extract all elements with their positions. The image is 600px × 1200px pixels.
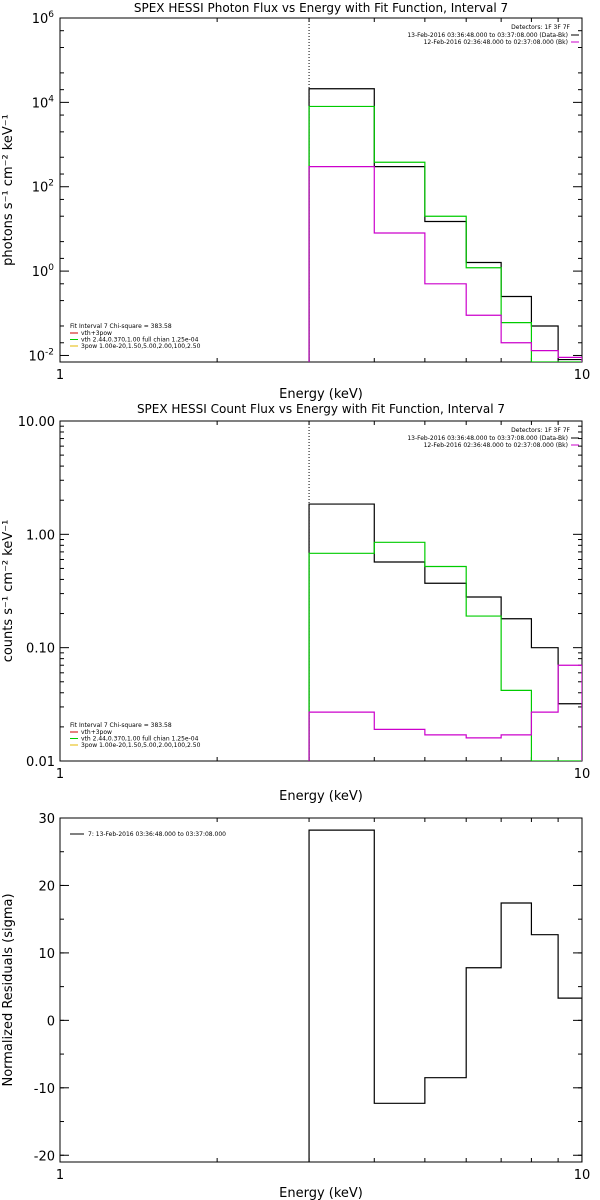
fit-legend-entry: vth 2.44,0.370,1.00 full chian 1.25e-04 xyxy=(81,736,199,743)
series-line-3 xyxy=(308,664,582,761)
y-tick-label: 102 xyxy=(32,179,54,196)
y-tick-label: -20 xyxy=(34,1149,55,1164)
y-tick-exponent: 2 xyxy=(48,179,54,189)
y-tick-exponent: 6 xyxy=(48,10,54,20)
y-tick-exponent: 4 xyxy=(48,94,54,104)
fit-legend-title: Fit Interval 7 Chi-square = 383.58 xyxy=(70,722,172,729)
y-tick-base: 10 xyxy=(32,181,49,196)
x-tick-label: 1 xyxy=(56,368,64,383)
fit-legend-entry: vth+3pow xyxy=(81,729,112,736)
series-line-2 xyxy=(308,541,582,761)
series-line-1 xyxy=(308,503,582,761)
y-tick-label: 0.01 xyxy=(26,755,55,770)
y-axis-label: photons s⁻¹ cm⁻² keV⁻¹ xyxy=(1,114,16,266)
y-tick-base: 10 xyxy=(32,96,49,111)
y-tick-label: 30 xyxy=(38,812,55,827)
y-tick-label: 20 xyxy=(38,879,55,894)
y-tick-label: 100 xyxy=(32,263,55,280)
y-tick-label: 0 xyxy=(47,1014,55,1029)
x-tick-label: 10 xyxy=(574,368,591,383)
fit-legend-title: Fit Interval 7 Chi-square = 383.58 xyxy=(70,323,172,330)
chart-title: SPEX HESSI Photon Flux vs Energy with Fi… xyxy=(134,1,508,15)
fit-legend-entry: vth+3pow xyxy=(81,330,112,337)
y-tick-exponent: 0 xyxy=(48,263,54,273)
x-tick-label: 10 xyxy=(574,1168,591,1183)
legend-entry: 13-Feb-2016 03:36:48.000 to 03:37:08.000… xyxy=(407,435,568,442)
panel-2: SPEX HESSI Count Flux vs Energy with Fit… xyxy=(1,402,590,804)
y-tick-label: 10-2 xyxy=(28,347,54,364)
y-tick-base: 10 xyxy=(28,349,45,364)
detectors-label: Detectors: 1F 3F 7F xyxy=(511,24,570,31)
y-tick-label: -10 xyxy=(34,1082,55,1097)
series-line-3 xyxy=(308,166,582,362)
x-axis-label: Energy (keV) xyxy=(279,387,363,402)
fit-legend-entry: 3pow 1.00e-20,1.50,5.00,2.00,100,2.50 xyxy=(81,343,201,350)
y-tick-base: 10 xyxy=(32,265,49,280)
series-line-1 xyxy=(308,829,582,1162)
chart-title: SPEX HESSI Count Flux vs Energy with Fit… xyxy=(137,402,505,416)
fit-legend-entry: vth 2.44,0.370,1.00 full chian 1.25e-04 xyxy=(81,337,199,344)
y-tick-label: 0.10 xyxy=(26,642,55,657)
y-tick-label: 104 xyxy=(32,94,55,111)
x-tick-label: 10 xyxy=(574,767,591,782)
legend-entry: 13-Feb-2016 03:36:48.000 to 03:37:08.000… xyxy=(407,32,568,39)
legend-entry: 7: 13-Feb-2016 03:36:48.000 to 03:37:08.… xyxy=(88,831,226,838)
panel-1: SPEX HESSI Photon Flux vs Energy with Fi… xyxy=(1,1,590,402)
y-axis-label: counts s⁻¹ cm⁻² keV⁻¹ xyxy=(1,520,16,663)
y-axis-label: Normalized Residuals (sigma) xyxy=(1,893,16,1086)
detectors-label: Detectors: 1F 3F 7F xyxy=(511,427,570,434)
x-axis-label: Energy (keV) xyxy=(279,789,363,804)
y-tick-label: 1.00 xyxy=(26,528,55,543)
y-tick-label: 106 xyxy=(32,10,55,27)
x-axis-label: Energy (keV) xyxy=(279,1186,363,1200)
plot-frame xyxy=(59,817,583,1163)
fit-legend-entry: 3pow 1.00e-20,1.50,5.00,2.00,100,2.50 xyxy=(81,742,201,749)
series-line-1 xyxy=(308,88,582,362)
y-tick-label: 10 xyxy=(38,947,55,962)
x-tick-label: 1 xyxy=(56,1168,64,1183)
y-tick-base: 10 xyxy=(32,12,49,27)
plot-frame xyxy=(59,420,583,762)
y-tick-exponent: -2 xyxy=(45,347,54,357)
series-line-2 xyxy=(308,105,582,362)
plot-frame xyxy=(59,17,583,363)
panel-3: 1 10 -20 -10 0 10 20 30 Energy (keV) Normalized R… xyxy=(1,812,590,1200)
legend-entry: 12-Feb-2016 02:36:48.000 to 02:37:08.000… xyxy=(424,39,568,46)
legend-entry: 12-Feb-2016 02:36:48.000 to 02:37:08.000… xyxy=(424,442,568,449)
y-tick-label: 10.00 xyxy=(18,415,55,430)
x-tick-label: 1 xyxy=(56,767,64,782)
